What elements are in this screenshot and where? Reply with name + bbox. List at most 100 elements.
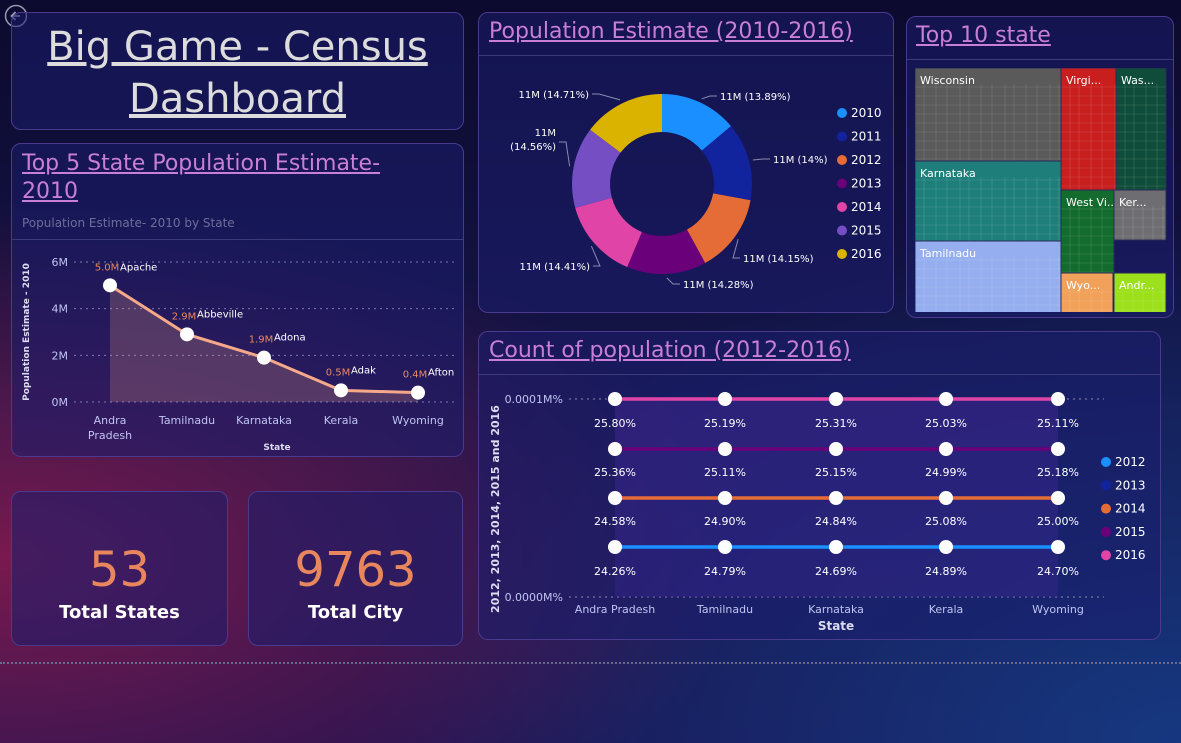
data-point (718, 540, 732, 554)
legend-marker (837, 249, 847, 259)
bottom-divider (0, 662, 1181, 664)
x-tick-label: Wyoming (1032, 603, 1084, 616)
donut-slice-label: 11M (14.28%) (683, 280, 754, 291)
legend-label: 2013 (851, 177, 882, 191)
x-tick-label: Andra (94, 414, 127, 427)
data-point (718, 442, 732, 456)
data-value-label: 25.11% (1037, 417, 1079, 430)
y-tick-label: 0M (52, 396, 69, 409)
data-point-label: Abbeville (197, 309, 243, 320)
data-value-label: 0.5M (326, 367, 351, 378)
data-point (829, 540, 843, 554)
legend-marker (837, 225, 847, 236)
data-point (334, 383, 348, 398)
data-point (829, 491, 843, 505)
kpi-total-states-value: 53 (88, 542, 151, 598)
donut-slice-label: 11M (14.15%) (743, 254, 814, 265)
data-value-label: 24.99% (925, 466, 967, 479)
donut-leader-line (559, 141, 571, 167)
data-value-label: 24.70% (1037, 565, 1079, 578)
series-band (615, 449, 1058, 498)
data-point (608, 442, 622, 456)
treemap-tile (1060, 189, 1115, 274)
x-tick-label: Kerala (929, 603, 964, 616)
x-tick-label: Andra Pradesh (575, 603, 655, 616)
treemap-svg: Wisconsin Virgi... Was... Karnataka West Vi.… (915, 68, 1167, 312)
data-value-label: 24.89% (925, 565, 967, 578)
title-panel: Big Game - Census Dashboard (11, 12, 464, 130)
donut-chart-title: Population Estimate (2010-2016) (489, 19, 853, 44)
data-point-label: Adak (351, 365, 376, 376)
line-chart-divider (12, 239, 463, 240)
data-point-label: Apache (120, 262, 157, 273)
line-chart-panel[interactable]: Top 5 State Population Estimate- 2010 Po… (11, 143, 464, 457)
kpi-total-city-value: 9763 (294, 542, 417, 598)
treemap-tile-label: Karnataka (920, 167, 976, 180)
donut-chart-panel[interactable]: Population Estimate (2010-2016) 11M (13.… (478, 12, 894, 313)
donut-slice (575, 197, 642, 267)
legend-label: 2016 (851, 247, 882, 261)
legend-label: 2010 (851, 106, 882, 120)
series-band (615, 399, 1058, 449)
treemap-title: Top 10 state (916, 23, 1051, 48)
legend-marker (1101, 526, 1111, 537)
treemap-divider (907, 59, 1173, 60)
count-chart-divider (479, 374, 1160, 375)
data-value-label: 24.58% (594, 515, 636, 528)
donut-slice-label: 11M (14%) (773, 155, 828, 166)
x-tick-label: Pradesh (88, 429, 132, 442)
data-point (103, 278, 117, 293)
data-value-label: 24.84% (815, 515, 857, 528)
count-chart-panel[interactable]: Count of population (2012-2016) 0.0001M%… (478, 331, 1161, 640)
treemap-tile (1060, 68, 1117, 191)
data-point-label: Afton (428, 368, 454, 379)
data-value-label: 25.11% (704, 466, 746, 479)
data-point (939, 540, 953, 554)
x-tick-label: Kerala (324, 414, 359, 427)
data-point (1051, 540, 1065, 554)
data-value-label: 2.9M (172, 311, 197, 322)
count-chart-title: Count of population (2012-2016) (489, 338, 851, 363)
treemap-tile (1060, 272, 1114, 312)
legend-label: 2011 (851, 130, 882, 144)
data-point (608, 392, 622, 406)
data-point (939, 442, 953, 456)
legend-label: 2014 (851, 200, 882, 214)
data-point (718, 491, 732, 505)
treemap-tile (1113, 189, 1167, 241)
donut-slice (627, 229, 706, 274)
donut-leader-line (666, 277, 680, 285)
y-tick-label: 6M (52, 256, 69, 269)
donut-slice-label: 11M (13.89%) (720, 92, 791, 103)
data-value-label: 25.80% (594, 417, 636, 430)
treemap-tile-label: Ker... (1119, 196, 1146, 209)
legend-marker (1101, 480, 1111, 491)
treemap-tile-label: Virgi... (1066, 74, 1101, 87)
x-tick-label: Wyoming (392, 414, 444, 427)
count-chart-svg: 0.0001M% 0.0000M% 25.80% 25.19% 25.31% 25.03%… (489, 392, 1146, 633)
treemap-tile (1113, 272, 1167, 312)
x-tick-label: Karnataka (808, 603, 864, 616)
treemap-panel[interactable]: Top 10 state Wisconsin Virgi... Was... Karn… (906, 16, 1174, 318)
donut-leader-line (701, 95, 717, 100)
line-chart-subtitle: Population Estimate- 2010 by State (22, 216, 235, 230)
data-point (718, 392, 732, 406)
y-tick-label: 0.0000M% (505, 591, 563, 604)
donut-leader-line (590, 245, 601, 267)
donut-leader-line (592, 93, 621, 101)
treemap-tile-label: Tamilnadu (919, 247, 976, 260)
legend-label: 2013 (1115, 478, 1146, 492)
data-point (829, 442, 843, 456)
data-value-label: 24.26% (594, 565, 636, 578)
legend-marker (1101, 550, 1111, 561)
data-point (939, 392, 953, 406)
data-point (411, 385, 425, 400)
data-point (1051, 491, 1065, 505)
data-point-label: Adona (274, 333, 306, 344)
treemap-tile-label: Was... (1121, 74, 1154, 87)
legend-marker (837, 202, 847, 212)
donut-leader-line (732, 238, 740, 259)
data-point (1051, 442, 1065, 456)
data-value-label: 25.18% (1037, 466, 1079, 479)
series-band (615, 547, 1058, 597)
